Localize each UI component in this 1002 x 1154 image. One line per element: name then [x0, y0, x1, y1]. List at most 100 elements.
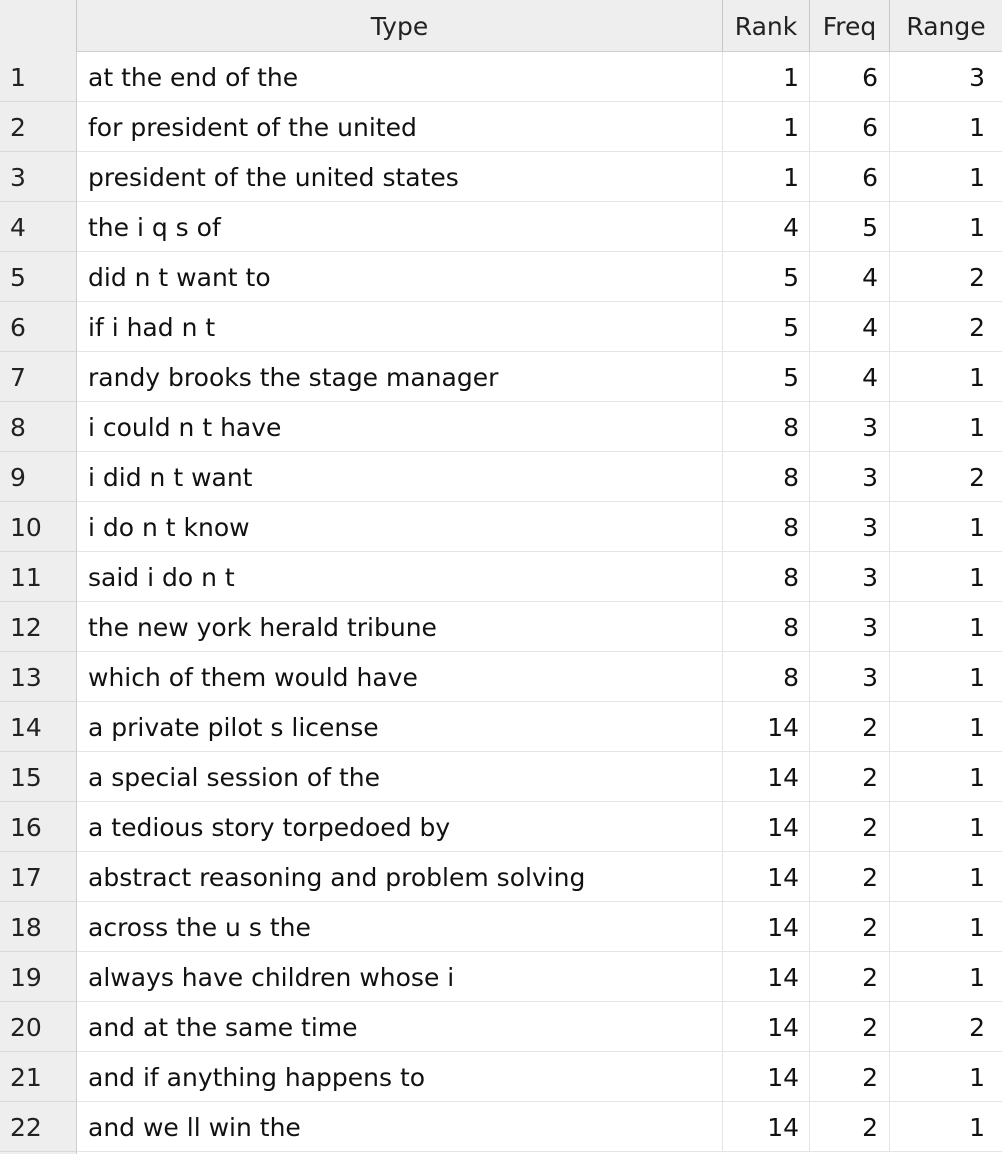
freq-cell[interactable]: 3: [810, 402, 890, 452]
type-cell[interactable]: abstract reasoning and problem solving: [77, 852, 723, 902]
rank-cell[interactable]: 14: [723, 1052, 810, 1102]
freq-cell[interactable]: 2: [810, 1002, 890, 1052]
row-index-cell[interactable]: 10: [0, 502, 77, 552]
freq-cell[interactable]: 2: [810, 702, 890, 752]
column-header-range[interactable]: Range: [906, 12, 986, 41]
freq-cell[interactable]: 3: [810, 652, 890, 702]
freq-cell[interactable]: 2: [810, 802, 890, 852]
rank-cell[interactable]: 14: [723, 852, 810, 902]
type-cell[interactable]: president of the united states: [77, 152, 723, 202]
type-cell[interactable]: at the end of the: [77, 52, 723, 102]
row-index-cell[interactable]: 20: [0, 1002, 77, 1052]
range-cell[interactable]: 1: [890, 702, 1002, 752]
table-row[interactable]: 1 at the end of the 1 6 3: [0, 52, 1002, 102]
range-cell[interactable]: 1: [890, 752, 1002, 802]
range-cell[interactable]: 1: [890, 902, 1002, 952]
freq-cell[interactable]: 6: [810, 52, 890, 102]
rank-cell[interactable]: 5: [723, 302, 810, 352]
type-cell[interactable]: and at the same time: [77, 1002, 723, 1052]
freq-cell[interactable]: 2: [810, 952, 890, 1002]
range-cell[interactable]: 1: [890, 952, 1002, 1002]
rank-cell[interactable]: 4: [723, 202, 810, 252]
freq-cell[interactable]: 2: [810, 902, 890, 952]
table-row[interactable]: 4 the i q s of 4 5 1: [0, 202, 1002, 252]
rank-cell[interactable]: 5: [723, 352, 810, 402]
range-cell[interactable]: 1: [890, 552, 1002, 602]
table-row[interactable]: 5 did n t want to 5 4 2: [0, 252, 1002, 302]
row-index-cell[interactable]: 1: [0, 52, 77, 102]
row-index-cell[interactable]: 19: [0, 952, 77, 1002]
freq-cell[interactable]: 4: [810, 302, 890, 352]
row-index-cell[interactable]: 17: [0, 852, 77, 902]
table-row[interactable]: 19 always have children whose i 14 2 1: [0, 952, 1002, 1002]
rank-cell[interactable]: 5: [723, 252, 810, 302]
range-cell[interactable]: 1: [890, 402, 1002, 452]
freq-cell[interactable]: 4: [810, 252, 890, 302]
range-cell[interactable]: 1: [890, 152, 1002, 202]
freq-cell[interactable]: 2: [810, 852, 890, 902]
freq-cell[interactable]: 5: [810, 202, 890, 252]
type-cell[interactable]: said i do n t: [77, 552, 723, 602]
range-cell[interactable]: 1: [890, 852, 1002, 902]
freq-cell[interactable]: 3: [810, 552, 890, 602]
type-cell[interactable]: i do n t know: [77, 502, 723, 552]
rank-cell[interactable]: 14: [723, 702, 810, 752]
type-cell[interactable]: i could n t have: [77, 402, 723, 452]
type-cell[interactable]: and if anything happens to: [77, 1052, 723, 1102]
column-header-index[interactable]: [0, 0, 77, 52]
rank-cell[interactable]: 1: [723, 52, 810, 102]
row-index-cell[interactable]: 12: [0, 602, 77, 652]
row-index-cell[interactable]: 21: [0, 1052, 77, 1102]
freq-cell[interactable]: 2: [810, 1102, 890, 1152]
table-row[interactable]: 20 and at the same time 14 2 2: [0, 1002, 1002, 1052]
table-row[interactable]: 16 a tedious story torpedoed by 14 2 1: [0, 802, 1002, 852]
row-index-cell[interactable]: 6: [0, 302, 77, 352]
type-cell[interactable]: the new york herald tribune: [77, 602, 723, 652]
row-index-cell[interactable]: 4: [0, 202, 77, 252]
type-cell[interactable]: did n t want to: [77, 252, 723, 302]
rank-cell[interactable]: 8: [723, 602, 810, 652]
range-cell[interactable]: 1: [890, 1102, 1002, 1152]
range-cell[interactable]: 1: [890, 602, 1002, 652]
table-row[interactable]: 18 across the u s the 14 2 1: [0, 902, 1002, 952]
row-index-cell[interactable]: 18: [0, 902, 77, 952]
freq-cell[interactable]: 4: [810, 352, 890, 402]
rank-cell[interactable]: 8: [723, 552, 810, 602]
type-cell[interactable]: i did n t want: [77, 452, 723, 502]
rank-cell[interactable]: 8: [723, 402, 810, 452]
type-cell[interactable]: randy brooks the stage manager: [77, 352, 723, 402]
range-cell[interactable]: 1: [890, 1052, 1002, 1102]
column-header-freq[interactable]: Freq: [810, 0, 890, 52]
table-row[interactable]: 14 a private pilot s license 14 2 1: [0, 702, 1002, 752]
rank-cell[interactable]: 14: [723, 952, 810, 1002]
type-cell[interactable]: the i q s of: [77, 202, 723, 252]
row-index-cell[interactable]: 13: [0, 652, 77, 702]
table-row[interactable]: 2 for president of the united 1 6 1: [0, 102, 1002, 152]
row-index-cell[interactable]: 16: [0, 802, 77, 852]
freq-cell[interactable]: 3: [810, 502, 890, 552]
type-cell[interactable]: always have children whose i: [77, 952, 723, 1002]
freq-cell[interactable]: 2: [810, 1052, 890, 1102]
type-cell[interactable]: a tedious story torpedoed by: [77, 802, 723, 852]
rank-cell[interactable]: 8: [723, 502, 810, 552]
rank-cell[interactable]: 14: [723, 902, 810, 952]
row-index-cell[interactable]: 7: [0, 352, 77, 402]
row-index-cell[interactable]: 8: [0, 402, 77, 452]
range-cell[interactable]: 1: [890, 802, 1002, 852]
row-index-cell[interactable]: 15: [0, 752, 77, 802]
rank-cell[interactable]: 14: [723, 1002, 810, 1052]
column-header-rank[interactable]: Rank: [723, 0, 810, 52]
table-row[interactable]: 15 a special session of the 14 2 1: [0, 752, 1002, 802]
table-row[interactable]: 22 and we ll win the 14 2 1: [0, 1102, 1002, 1152]
row-index-cell[interactable]: 9: [0, 452, 77, 502]
freq-cell[interactable]: 6: [810, 152, 890, 202]
type-cell[interactable]: a special session of the: [77, 752, 723, 802]
type-cell[interactable]: a private pilot s license: [77, 702, 723, 752]
table-row[interactable]: 21 and if anything happens to 14 2 1: [0, 1052, 1002, 1102]
row-index-cell[interactable]: 14: [0, 702, 77, 752]
type-cell[interactable]: across the u s the: [77, 902, 723, 952]
row-index-cell[interactable]: 11: [0, 552, 77, 602]
